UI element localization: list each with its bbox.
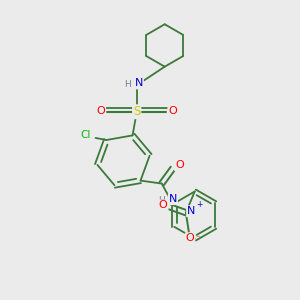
Text: N: N — [169, 194, 177, 204]
Text: S: S — [133, 105, 140, 118]
Text: N: N — [135, 79, 143, 88]
Text: ⁻: ⁻ — [196, 234, 201, 243]
Text: Cl: Cl — [80, 130, 91, 140]
Text: O: O — [175, 160, 184, 170]
Text: O: O — [159, 200, 168, 210]
Text: N: N — [187, 206, 195, 216]
Text: O: O — [168, 106, 177, 116]
Text: O: O — [186, 233, 194, 243]
Text: H: H — [158, 196, 165, 205]
Text: H: H — [124, 80, 131, 88]
Text: O: O — [97, 106, 105, 116]
Text: +: + — [196, 200, 203, 209]
